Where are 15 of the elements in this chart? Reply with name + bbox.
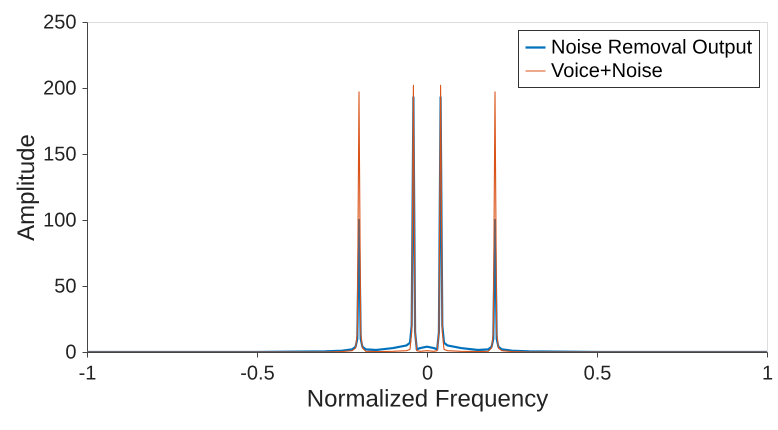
y-tick-label: 100 — [43, 210, 76, 232]
legend-label: Voice+Noise — [551, 60, 663, 82]
y-tick-label: 50 — [54, 276, 76, 298]
y-tick-label: 150 — [43, 144, 76, 166]
y-tick-label: 0 — [65, 342, 76, 364]
x-tick-label: 1 — [762, 362, 774, 384]
legend-label: Noise Removal Output — [551, 36, 753, 58]
y-tick-label: 250 — [43, 12, 76, 34]
x-tick-label: 0.5 — [584, 362, 612, 384]
y-axis-title: Amplitude — [13, 134, 40, 241]
x-tick-label: -1 — [78, 362, 96, 384]
y-tick-label: 200 — [43, 78, 76, 100]
x-axis-title: Normalized Frequency — [306, 386, 548, 412]
x-tick-label: 0 — [422, 362, 434, 384]
x-tick-label: -0.5 — [240, 362, 275, 384]
